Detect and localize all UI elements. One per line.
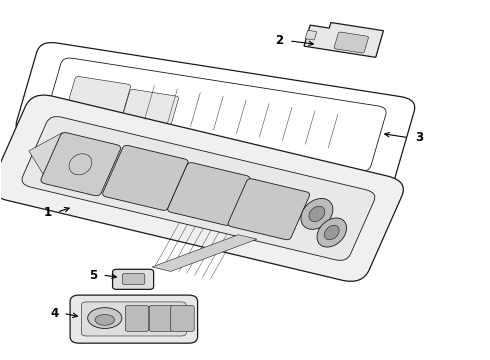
Ellipse shape xyxy=(88,308,122,328)
FancyBboxPatch shape xyxy=(171,306,194,331)
FancyBboxPatch shape xyxy=(168,163,250,225)
FancyBboxPatch shape xyxy=(113,269,154,289)
Ellipse shape xyxy=(324,225,339,240)
Ellipse shape xyxy=(95,315,115,325)
Text: 5: 5 xyxy=(89,269,98,282)
Ellipse shape xyxy=(301,198,333,229)
FancyBboxPatch shape xyxy=(334,32,368,53)
Ellipse shape xyxy=(317,218,346,247)
Text: 3: 3 xyxy=(415,131,423,144)
FancyBboxPatch shape xyxy=(41,132,121,196)
Text: 2: 2 xyxy=(275,34,283,48)
FancyBboxPatch shape xyxy=(90,122,114,136)
FancyBboxPatch shape xyxy=(22,117,375,260)
FancyBboxPatch shape xyxy=(0,95,403,281)
Text: 1: 1 xyxy=(44,206,52,219)
FancyBboxPatch shape xyxy=(122,89,179,127)
Polygon shape xyxy=(152,235,257,271)
FancyBboxPatch shape xyxy=(228,179,310,240)
FancyBboxPatch shape xyxy=(70,295,197,343)
Text: 4: 4 xyxy=(50,307,58,320)
FancyBboxPatch shape xyxy=(81,302,186,336)
Ellipse shape xyxy=(309,206,325,222)
FancyBboxPatch shape xyxy=(305,30,317,40)
FancyBboxPatch shape xyxy=(66,77,130,120)
FancyBboxPatch shape xyxy=(149,306,172,331)
FancyBboxPatch shape xyxy=(122,274,145,284)
Polygon shape xyxy=(304,22,384,57)
FancyBboxPatch shape xyxy=(102,145,188,210)
FancyBboxPatch shape xyxy=(125,306,149,331)
Polygon shape xyxy=(29,132,63,175)
